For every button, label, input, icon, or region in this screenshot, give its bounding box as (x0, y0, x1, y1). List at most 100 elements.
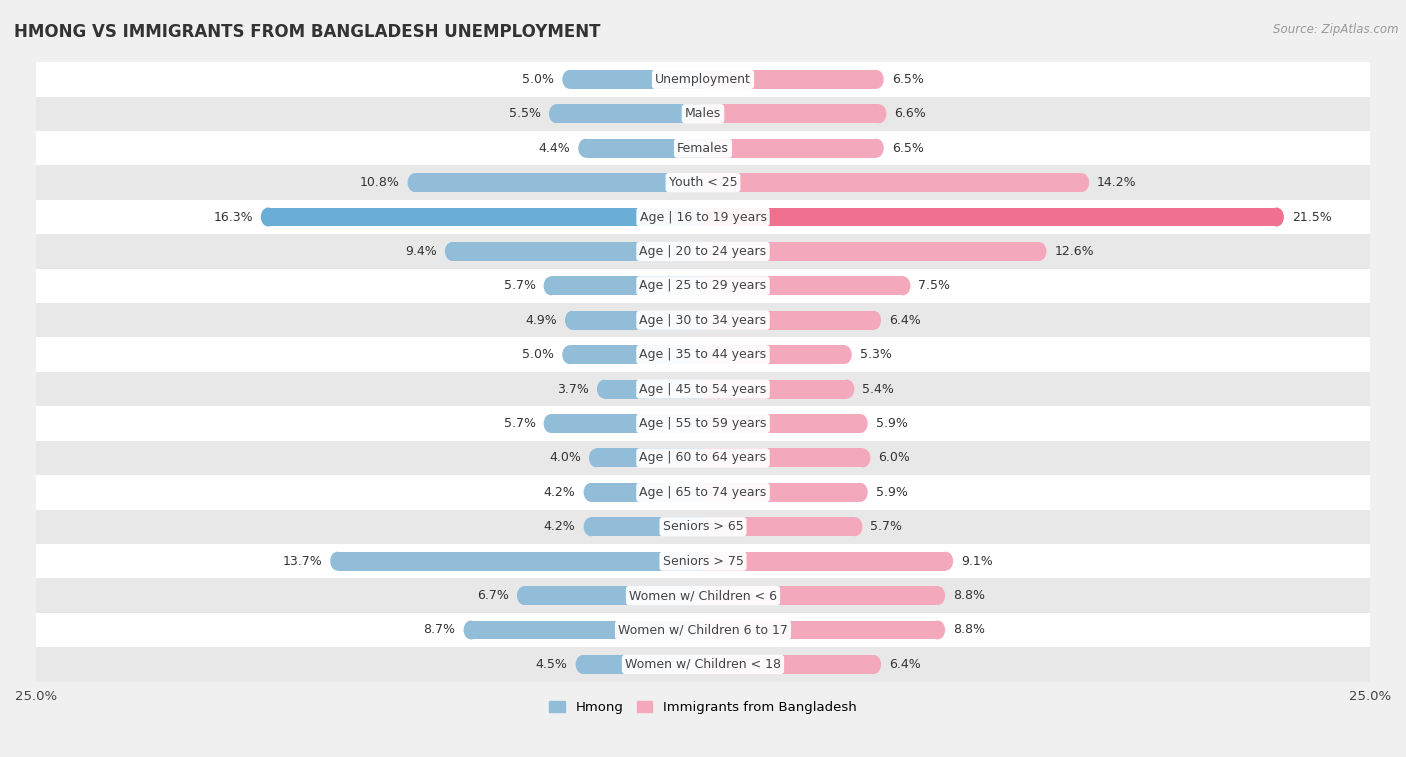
Text: 8.8%: 8.8% (953, 624, 986, 637)
Bar (569, 70, 703, 89)
Bar (37, 165, 1369, 200)
Text: 5.0%: 5.0% (522, 348, 554, 361)
Text: Age | 35 to 44 years: Age | 35 to 44 years (640, 348, 766, 361)
Text: 6.7%: 6.7% (477, 589, 509, 602)
Text: 5.9%: 5.9% (876, 417, 908, 430)
Text: 8.8%: 8.8% (953, 589, 986, 602)
Text: 4.5%: 4.5% (536, 658, 568, 671)
Circle shape (853, 414, 868, 433)
Bar (37, 269, 1369, 303)
Text: 5.4%: 5.4% (862, 382, 894, 396)
Circle shape (837, 345, 852, 364)
Text: 4.2%: 4.2% (544, 486, 575, 499)
Text: Seniors > 75: Seniors > 75 (662, 555, 744, 568)
Bar (703, 414, 860, 433)
Bar (703, 207, 1277, 226)
Text: Age | 16 to 19 years: Age | 16 to 19 years (640, 210, 766, 223)
Circle shape (444, 242, 460, 261)
Bar (591, 483, 703, 502)
Circle shape (938, 552, 953, 571)
Text: 3.7%: 3.7% (557, 382, 589, 396)
Text: 5.9%: 5.9% (876, 486, 908, 499)
Bar (37, 200, 1369, 234)
Text: Age | 30 to 34 years: Age | 30 to 34 years (640, 313, 766, 327)
Text: Age | 55 to 59 years: Age | 55 to 59 years (640, 417, 766, 430)
Bar (605, 379, 703, 398)
Text: 16.3%: 16.3% (214, 210, 253, 223)
Circle shape (931, 621, 945, 640)
Text: 6.5%: 6.5% (891, 142, 924, 154)
Text: 5.7%: 5.7% (503, 279, 536, 292)
Bar (703, 139, 876, 157)
Text: 8.7%: 8.7% (423, 624, 456, 637)
Circle shape (262, 207, 276, 226)
Bar (37, 131, 1369, 165)
Text: Unemployment: Unemployment (655, 73, 751, 86)
Text: Age | 65 to 74 years: Age | 65 to 74 years (640, 486, 766, 499)
Bar (703, 345, 845, 364)
Circle shape (544, 414, 558, 433)
Circle shape (575, 655, 591, 674)
Bar (557, 104, 703, 123)
Bar (37, 647, 1369, 681)
Text: Source: ZipAtlas.com: Source: ZipAtlas.com (1274, 23, 1399, 36)
Circle shape (869, 139, 884, 157)
Circle shape (872, 104, 886, 123)
Bar (37, 407, 1369, 441)
Bar (703, 448, 863, 467)
Bar (37, 475, 1369, 509)
Text: 6.0%: 6.0% (879, 451, 910, 465)
Text: 4.4%: 4.4% (538, 142, 571, 154)
Text: Women w/ Children < 6: Women w/ Children < 6 (628, 589, 778, 602)
Circle shape (408, 173, 422, 192)
Bar (572, 311, 703, 330)
Bar (703, 621, 938, 640)
Bar (471, 621, 703, 640)
Legend: Hmong, Immigrants from Bangladesh: Hmong, Immigrants from Bangladesh (550, 701, 856, 714)
Bar (703, 483, 860, 502)
Bar (37, 372, 1369, 407)
Text: 5.5%: 5.5% (509, 107, 541, 120)
Bar (703, 655, 873, 674)
Circle shape (1270, 207, 1284, 226)
Circle shape (598, 379, 612, 398)
Circle shape (583, 517, 599, 536)
Circle shape (1032, 242, 1046, 261)
Bar (551, 414, 703, 433)
Text: Males: Males (685, 107, 721, 120)
Bar (596, 448, 703, 467)
Circle shape (866, 655, 882, 674)
Circle shape (565, 311, 579, 330)
Text: 5.0%: 5.0% (522, 73, 554, 86)
Text: 9.1%: 9.1% (962, 555, 993, 568)
Text: 6.5%: 6.5% (891, 73, 924, 86)
Bar (37, 97, 1369, 131)
Circle shape (517, 586, 531, 605)
Text: Women w/ Children 6 to 17: Women w/ Children 6 to 17 (619, 624, 787, 637)
Text: 10.8%: 10.8% (360, 176, 399, 189)
Bar (37, 62, 1369, 97)
Circle shape (330, 552, 344, 571)
Bar (586, 139, 703, 157)
Text: 5.7%: 5.7% (870, 520, 903, 533)
Bar (37, 338, 1369, 372)
Circle shape (562, 70, 576, 89)
Circle shape (866, 311, 882, 330)
Text: Seniors > 65: Seniors > 65 (662, 520, 744, 533)
Bar (591, 517, 703, 536)
Text: 13.7%: 13.7% (283, 555, 322, 568)
Text: 21.5%: 21.5% (1292, 210, 1331, 223)
Bar (37, 578, 1369, 613)
Bar (551, 276, 703, 295)
Bar (337, 552, 703, 571)
Text: 6.4%: 6.4% (889, 658, 921, 671)
Circle shape (896, 276, 911, 295)
Text: 9.4%: 9.4% (405, 245, 437, 258)
Bar (37, 544, 1369, 578)
Bar (703, 242, 1039, 261)
Text: 4.9%: 4.9% (526, 313, 557, 327)
Bar (703, 276, 903, 295)
Text: 12.6%: 12.6% (1054, 245, 1094, 258)
Text: Age | 20 to 24 years: Age | 20 to 24 years (640, 245, 766, 258)
Circle shape (589, 448, 603, 467)
